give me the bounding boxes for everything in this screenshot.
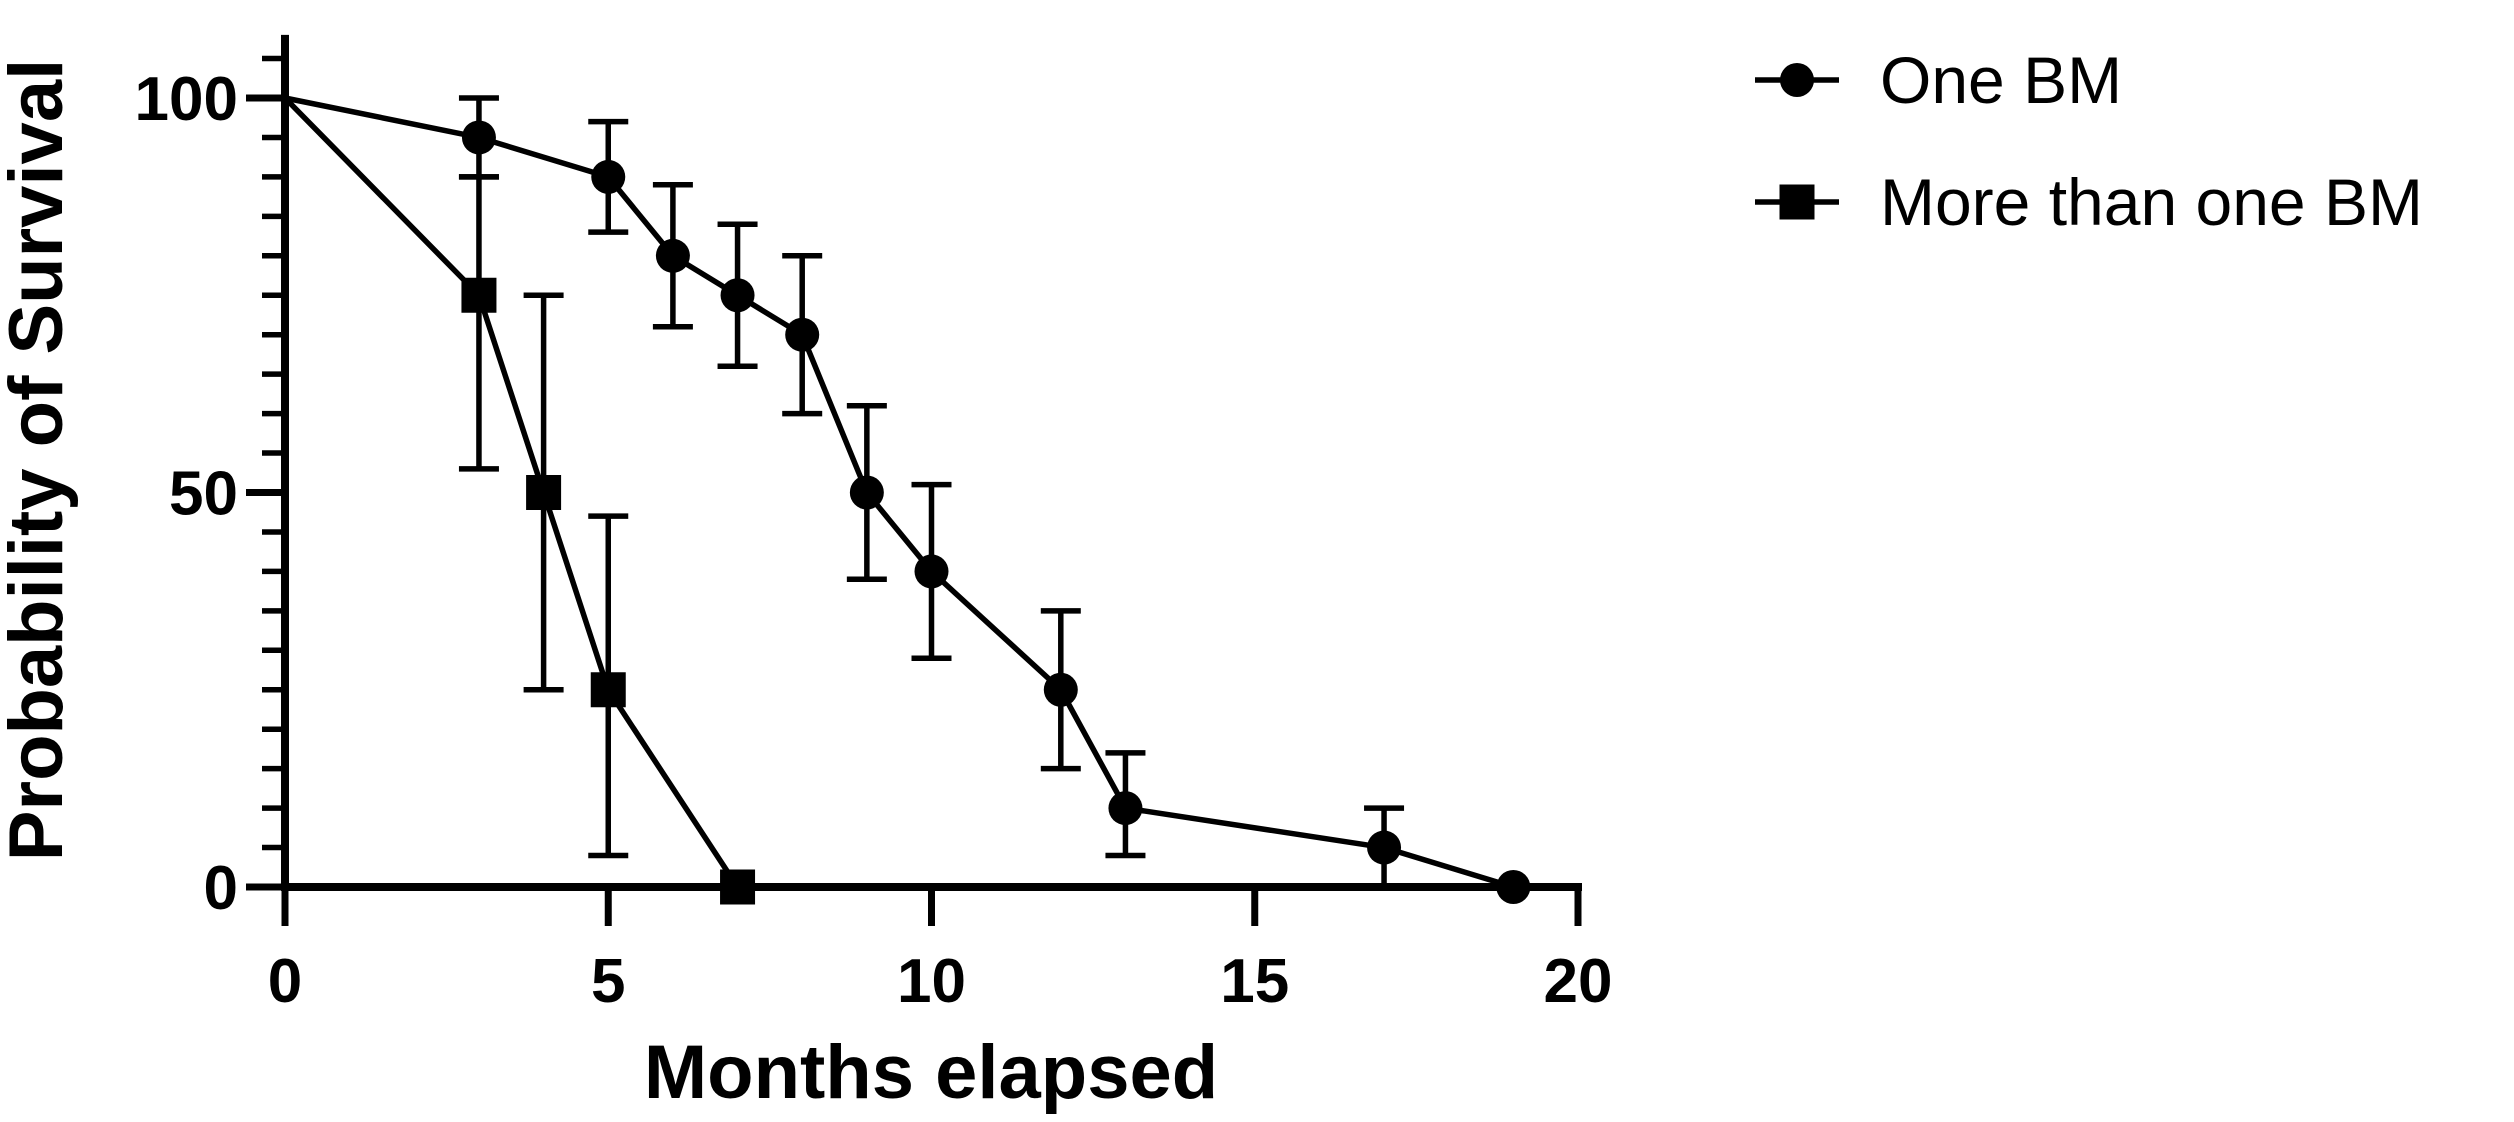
circle-marker-icon xyxy=(849,475,884,510)
y-tick-label: 50 xyxy=(169,460,238,529)
circle-marker-icon xyxy=(1108,791,1143,826)
square-marker-icon xyxy=(526,475,562,510)
circle-marker-icon xyxy=(1367,830,1402,865)
x-axis-title: Months elapsed xyxy=(644,1030,1218,1115)
circle-marker-icon xyxy=(655,238,690,273)
x-tick-label: 0 xyxy=(268,947,302,1016)
series-more-than-one-bm xyxy=(283,96,756,905)
circle-marker-icon xyxy=(1496,870,1531,904)
square-marker-icon xyxy=(1779,184,1815,220)
x-tick-label: 10 xyxy=(897,947,966,1016)
circle-marker-icon xyxy=(785,317,820,352)
legend-entry-more-than-one-bm: More than one BM xyxy=(1755,165,2423,239)
circle-marker-icon xyxy=(720,278,755,313)
circle-marker-icon xyxy=(591,159,626,194)
square-marker-icon xyxy=(461,277,497,313)
y-axis-title: Probability of Survival xyxy=(0,59,79,861)
circle-marker-icon xyxy=(914,554,949,589)
series-line xyxy=(283,96,740,889)
series-line xyxy=(284,95,1515,890)
series-one-bm xyxy=(284,95,1531,904)
circle-marker-icon xyxy=(461,120,496,155)
x-tick-label: 5 xyxy=(591,947,625,1016)
x-tick-label: 20 xyxy=(1544,947,1613,1016)
x-tick-label: 15 xyxy=(1220,947,1289,1016)
legend-entry-one-bm: One BM xyxy=(1755,43,2122,117)
circle-marker-icon xyxy=(1780,63,1814,97)
y-tick-label: 0 xyxy=(204,854,238,923)
legend-label-one-bm: One BM xyxy=(1880,43,2122,117)
legend-label-more-than-one-bm: More than one BM xyxy=(1880,165,2423,239)
y-tick-label: 100 xyxy=(135,65,238,134)
square-marker-icon xyxy=(720,869,756,905)
plot-area: 0 50 100 0 5 10 15 20 xyxy=(135,34,1613,1016)
circle-marker-icon xyxy=(1043,672,1078,707)
axes: 0 50 100 0 5 10 15 20 xyxy=(135,34,1613,1016)
square-marker-icon xyxy=(590,672,626,708)
legend: One BM More than one BM xyxy=(1755,43,2423,239)
